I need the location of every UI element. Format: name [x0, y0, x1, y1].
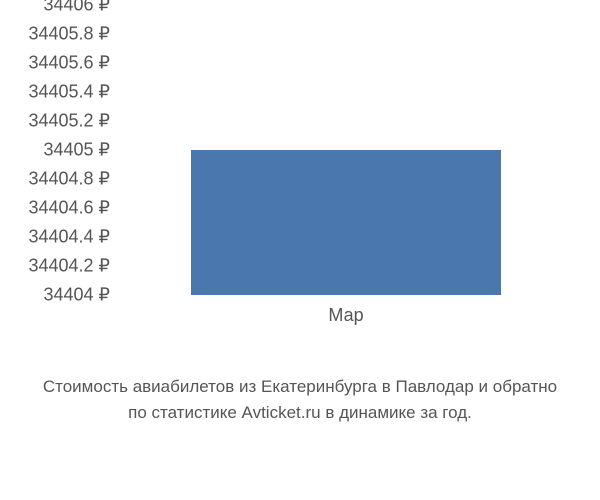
y-tick: 34405.6 ₽	[28, 53, 110, 74]
y-tick: 34405.4 ₽	[28, 82, 110, 103]
y-tick: 34404.8 ₽	[28, 169, 110, 190]
y-tick: 34405 ₽	[43, 140, 110, 161]
plot-area: Мар	[120, 5, 590, 295]
y-tick: 34405.8 ₽	[28, 24, 110, 45]
chart-caption: Стоимость авиабилетов из Екатеринбурга в…	[0, 374, 600, 425]
y-tick: 34404.6 ₽	[28, 198, 110, 219]
caption-line-1: Стоимость авиабилетов из Екатеринбурга в…	[43, 377, 557, 396]
y-tick: 34406 ₽	[43, 0, 110, 16]
y-tick: 34404.2 ₽	[28, 256, 110, 277]
caption-line-2: по статистике Avticket.ru в динамике за …	[128, 403, 472, 422]
y-tick: 34404.4 ₽	[28, 227, 110, 248]
x-tick-label: Мар	[328, 305, 363, 326]
y-tick: 34405.2 ₽	[28, 111, 110, 132]
y-tick: 34404 ₽	[43, 285, 110, 306]
chart-container: 34406 ₽ 34405.8 ₽ 34405.6 ₽ 34405.4 ₽ 34…	[0, 0, 600, 500]
bar	[191, 150, 501, 295]
